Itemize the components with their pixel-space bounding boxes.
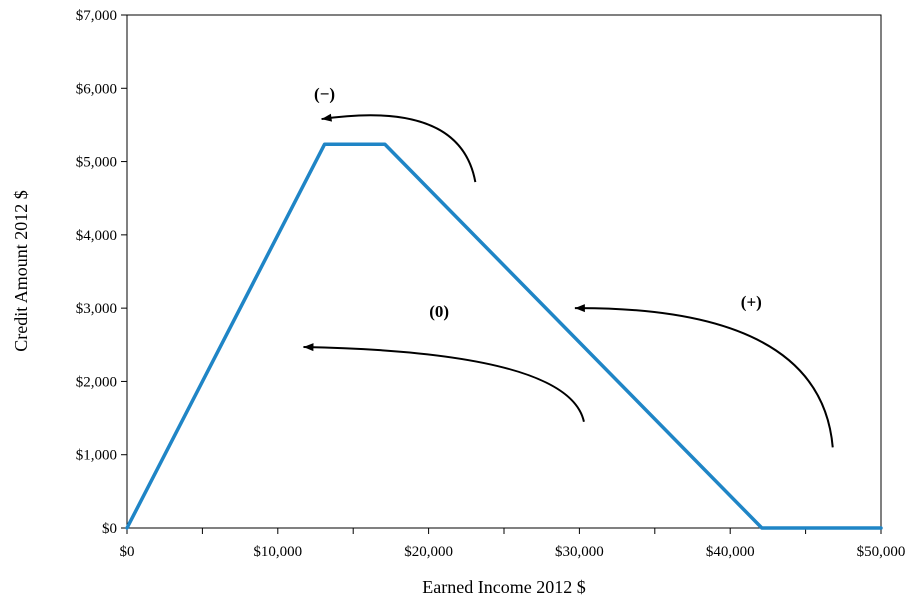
curved-arrow — [303, 345, 585, 422]
x-tick-label: $20,000 — [404, 544, 453, 560]
curved-arrow — [321, 114, 477, 183]
annotation-label: (−) — [314, 84, 335, 103]
x-tick-label: $50,000 — [857, 544, 906, 560]
curved-arrow — [574, 307, 834, 448]
credit-line — [125, 142, 883, 530]
annotations-layer: (−) (0) (+) — [314, 84, 762, 321]
y-tick-label: $4,000 — [76, 228, 117, 244]
y-tick-label: $3,000 — [76, 301, 117, 317]
tick-marks — [121, 14, 882, 534]
y-tick-label: $6,000 — [76, 81, 117, 97]
arrows-layer — [303, 113, 834, 448]
y-tick-label: $1,000 — [76, 448, 117, 464]
plot-frame — [126, 14, 882, 529]
y-tick-label: $5,000 — [76, 155, 117, 171]
arrowhead — [303, 343, 314, 352]
series-layer — [125, 142, 883, 530]
y-tick-label: $2,000 — [76, 374, 117, 390]
tick-labels: $0 $1,000 $2,000 $3,000 $4,000 $5,000 $6,000 $7… — [76, 8, 906, 560]
x-tick-label: $10,000 — [253, 544, 302, 560]
arrowhead — [321, 113, 332, 122]
y-tick-label: $0 — [102, 521, 117, 537]
x-tick-label: $0 — [120, 544, 135, 560]
x-axis-title: Earned Income 2012 $ — [422, 577, 585, 597]
y-axis-title: Credit Amount 2012 $ — [11, 190, 31, 352]
arrowhead — [574, 304, 585, 313]
y-tick-label: $7,000 — [76, 8, 117, 24]
annotation-label: (+) — [741, 292, 762, 311]
annotation-label: (0) — [429, 302, 449, 321]
x-tick-label: $40,000 — [706, 544, 755, 560]
x-tick-label: $30,000 — [555, 544, 604, 560]
